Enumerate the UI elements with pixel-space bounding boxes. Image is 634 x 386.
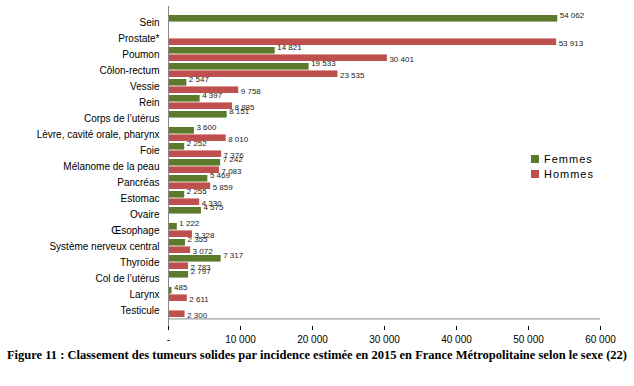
svg-text:10 000: 10 000 bbox=[225, 334, 256, 345]
svg-text:Pancréas: Pancréas bbox=[117, 177, 159, 188]
svg-text:Vessie: Vessie bbox=[130, 81, 160, 92]
svg-text:30 000: 30 000 bbox=[369, 334, 400, 345]
svg-text:50 000: 50 000 bbox=[513, 334, 544, 345]
svg-text:Rein: Rein bbox=[139, 97, 160, 108]
svg-text:Testicule: Testicule bbox=[121, 305, 160, 316]
svg-text:14 821: 14 821 bbox=[277, 42, 302, 52]
svg-text:Système nerveux central: Système nerveux central bbox=[49, 241, 159, 252]
svg-text:9 758: 9 758 bbox=[241, 87, 262, 96]
svg-text:20 000: 20 000 bbox=[297, 334, 328, 345]
svg-text:3 072: 3 072 bbox=[193, 247, 214, 256]
svg-text:2 252: 2 252 bbox=[186, 138, 207, 148]
svg-text:Corps de l’utérus: Corps de l’utérus bbox=[84, 113, 160, 124]
svg-text:Thyroïde: Thyroïde bbox=[120, 257, 160, 268]
svg-text:Mélanome de la peau: Mélanome de la peau bbox=[63, 161, 159, 172]
svg-text:1 222: 1 222 bbox=[179, 219, 200, 228]
svg-text:Ovaire: Ovaire bbox=[130, 209, 160, 220]
svg-text:7 317: 7 317 bbox=[223, 251, 244, 260]
svg-text:Côlon-rectum: Côlon-rectum bbox=[99, 65, 159, 76]
svg-text:19 533: 19 533 bbox=[311, 58, 336, 68]
svg-text:54 062: 54 062 bbox=[560, 11, 585, 20]
svg-text:Foie: Foie bbox=[140, 145, 160, 156]
html-text:Figure 11 : Classement des tum: Figure 11 : Classement des tumeurs solid… bbox=[7, 348, 627, 362]
svg-text:30 401: 30 401 bbox=[389, 55, 414, 64]
svg-text:40 000: 40 000 bbox=[441, 334, 472, 345]
svg-text:Estomac: Estomac bbox=[121, 193, 160, 204]
svg-text:2 255: 2 255 bbox=[186, 186, 207, 196]
svg-text:60 000: 60 000 bbox=[585, 334, 616, 345]
svg-text:4 330: 4 330 bbox=[202, 199, 223, 208]
svg-text:7 083: 7 083 bbox=[221, 167, 242, 176]
svg-text:2 300: 2 300 bbox=[187, 311, 208, 321]
svg-text:485: 485 bbox=[174, 283, 188, 292]
svg-text:4 397: 4 397 bbox=[202, 90, 223, 100]
svg-text:Lèvre, cavité orale, pharynx: Lèvre, cavité orale, pharynx bbox=[37, 129, 160, 140]
svg-text:Poumon: Poumon bbox=[122, 49, 159, 60]
svg-text:2 783: 2 783 bbox=[191, 263, 212, 272]
svg-text:3 600: 3 600 bbox=[196, 123, 217, 132]
svg-text:5 469: 5 469 bbox=[209, 170, 230, 180]
svg-text:-: - bbox=[167, 334, 170, 345]
svg-text:53 913: 53 913 bbox=[559, 39, 584, 48]
svg-text:7 376: 7 376 bbox=[224, 151, 245, 160]
svg-text:Œsophage: Œsophage bbox=[111, 225, 160, 236]
svg-text:3 328: 3 328 bbox=[194, 231, 215, 240]
svg-text:5 859: 5 859 bbox=[213, 183, 234, 192]
svg-text:2 611: 2 611 bbox=[189, 295, 209, 304]
svg-text:Col de l’utérus: Col de l’utérus bbox=[96, 273, 160, 284]
svg-text:Larynx: Larynx bbox=[129, 289, 159, 300]
html-text:Hommes: Hommes bbox=[544, 168, 594, 180]
svg-text:8 885: 8 885 bbox=[234, 103, 255, 112]
svg-text:Prostate*: Prostate* bbox=[118, 33, 159, 44]
svg-text:8 010: 8 010 bbox=[228, 135, 249, 144]
svg-text:23 535: 23 535 bbox=[340, 71, 365, 80]
html-text:Femmes: Femmes bbox=[544, 153, 593, 165]
svg-text:2 547: 2 547 bbox=[188, 74, 209, 84]
svg-text:Sein: Sein bbox=[139, 17, 159, 28]
